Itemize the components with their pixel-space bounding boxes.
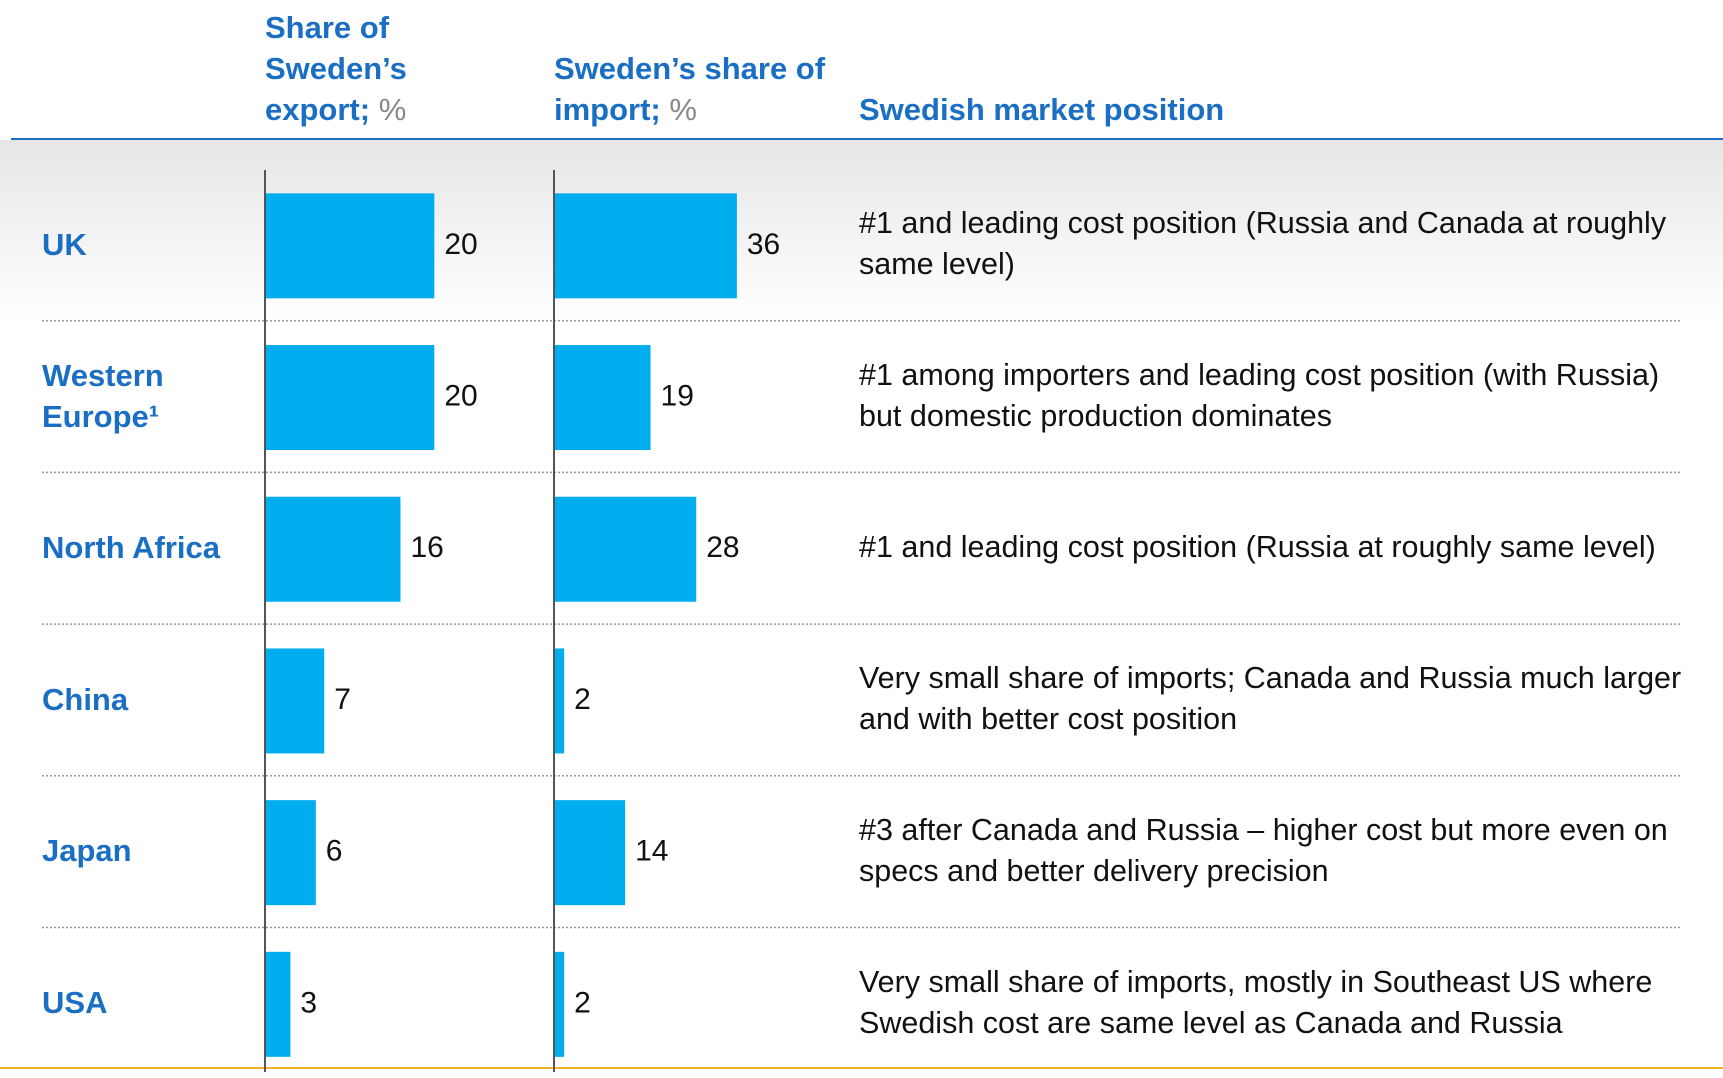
bar: [554, 345, 651, 451]
export-unit: %: [378, 92, 407, 127]
bar: [554, 800, 626, 906]
bar: [554, 951, 565, 1057]
import-unit: %: [669, 92, 697, 127]
export-title: Share of Sweden’s export;: [265, 10, 407, 127]
market-position: #3 after Canada and Russia – higher cost…: [859, 812, 1668, 888]
value-label: 3: [300, 986, 317, 1019]
market-position: #1 among importers and leading cost posi…: [859, 357, 1660, 433]
row-label: Western Europe¹: [42, 357, 164, 434]
import-header: Sweden’s share of import; %: [554, 0, 834, 130]
row-label: China: [42, 681, 129, 717]
import-title: Sweden’s share of import;: [554, 51, 826, 127]
value-label: 2: [574, 986, 591, 1019]
value-label: 19: [661, 379, 694, 412]
value-label: 14: [635, 835, 668, 868]
market-position: #1 and leading cost position (Russia and…: [859, 206, 1667, 281]
value-label: 7: [334, 683, 351, 716]
bar: [265, 648, 325, 754]
bar: [265, 496, 401, 602]
bar: [554, 193, 737, 299]
bar: [554, 648, 565, 754]
market-position: Very small share of imports; Canada and …: [859, 661, 1682, 737]
market-position: #1 and leading cost position (Russia at …: [859, 529, 1656, 564]
value-label: 2: [574, 683, 591, 716]
bar: [265, 193, 435, 299]
row-label: UK: [42, 226, 87, 262]
bar: [554, 496, 697, 602]
value-label: 36: [747, 228, 780, 261]
value-label: 20: [444, 228, 477, 261]
value-label: 20: [444, 379, 477, 412]
position-title: Swedish market position: [859, 92, 1225, 127]
position-header: Swedish market position: [859, 0, 1459, 130]
value-label: 16: [410, 531, 443, 564]
value-label: 28: [706, 531, 739, 564]
row-label: North Africa: [42, 529, 220, 565]
market-position: Very small share of imports, mostly in S…: [859, 964, 1653, 1040]
bar: [265, 800, 316, 906]
bar: [265, 345, 435, 451]
row-label: Japan: [42, 833, 132, 869]
export-header: Share of Sweden’s export; %: [265, 0, 440, 130]
row-label: USA: [42, 985, 108, 1020]
value-label: 6: [326, 835, 343, 868]
bar: [265, 951, 291, 1057]
